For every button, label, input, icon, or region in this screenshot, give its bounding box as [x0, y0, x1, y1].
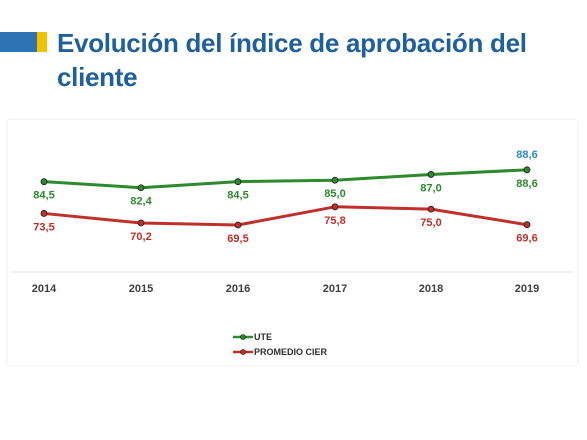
x-tick-label: 2014: [32, 283, 57, 295]
data-label: 84,5: [33, 190, 54, 202]
data-label: 73,5: [33, 221, 54, 233]
title-accent-yellow: [37, 32, 47, 52]
legend-label: UTE: [254, 332, 272, 342]
data-label: 87,0: [420, 182, 441, 194]
data-point: [523, 221, 531, 229]
legend-label: PROMEDIO CIER: [254, 347, 328, 357]
data-point: [234, 178, 242, 186]
page-title: Evolución del índice de aprobación del c…: [57, 28, 527, 92]
data-label: 70,2: [130, 231, 151, 243]
data-point: [523, 166, 531, 174]
data-point: [427, 171, 435, 178]
data-label: 88,6: [516, 178, 537, 190]
data-label: 84,5: [227, 190, 248, 202]
annotation-label: 88,6: [516, 149, 537, 161]
chart-frame: [8, 120, 577, 365]
series-line-ute: [43, 168, 528, 190]
x-tick-label: 2017: [323, 283, 347, 295]
x-tick-label: 2015: [129, 283, 153, 295]
title-accent-blue: [0, 32, 37, 52]
data-label: 75,8: [324, 215, 345, 227]
x-tick-label: 2018: [419, 283, 443, 295]
x-tick-label: 2016: [226, 283, 250, 295]
x-tick-label: 2019: [515, 283, 539, 295]
data-point: [40, 178, 48, 186]
data-point: [427, 205, 435, 213]
data-label: 85,0: [324, 188, 345, 200]
series-line-promedio-cier: [43, 205, 528, 227]
data-point: [40, 210, 48, 217]
legend-swatch-marker: [240, 334, 246, 340]
data-label: 69,5: [227, 233, 248, 245]
data-point: [331, 176, 339, 184]
data-point: [137, 184, 145, 192]
data-label: 69,6: [516, 233, 537, 245]
data-point: [331, 203, 339, 211]
data-point: [234, 221, 242, 229]
data-label: 82,4: [130, 196, 152, 208]
legend-swatch-marker: [240, 349, 246, 355]
legend-entry: PROMEDIO CIER: [233, 347, 328, 357]
legend-entry: UTE: [233, 332, 272, 342]
data-point: [137, 219, 145, 227]
data-label: 75,0: [420, 217, 441, 229]
